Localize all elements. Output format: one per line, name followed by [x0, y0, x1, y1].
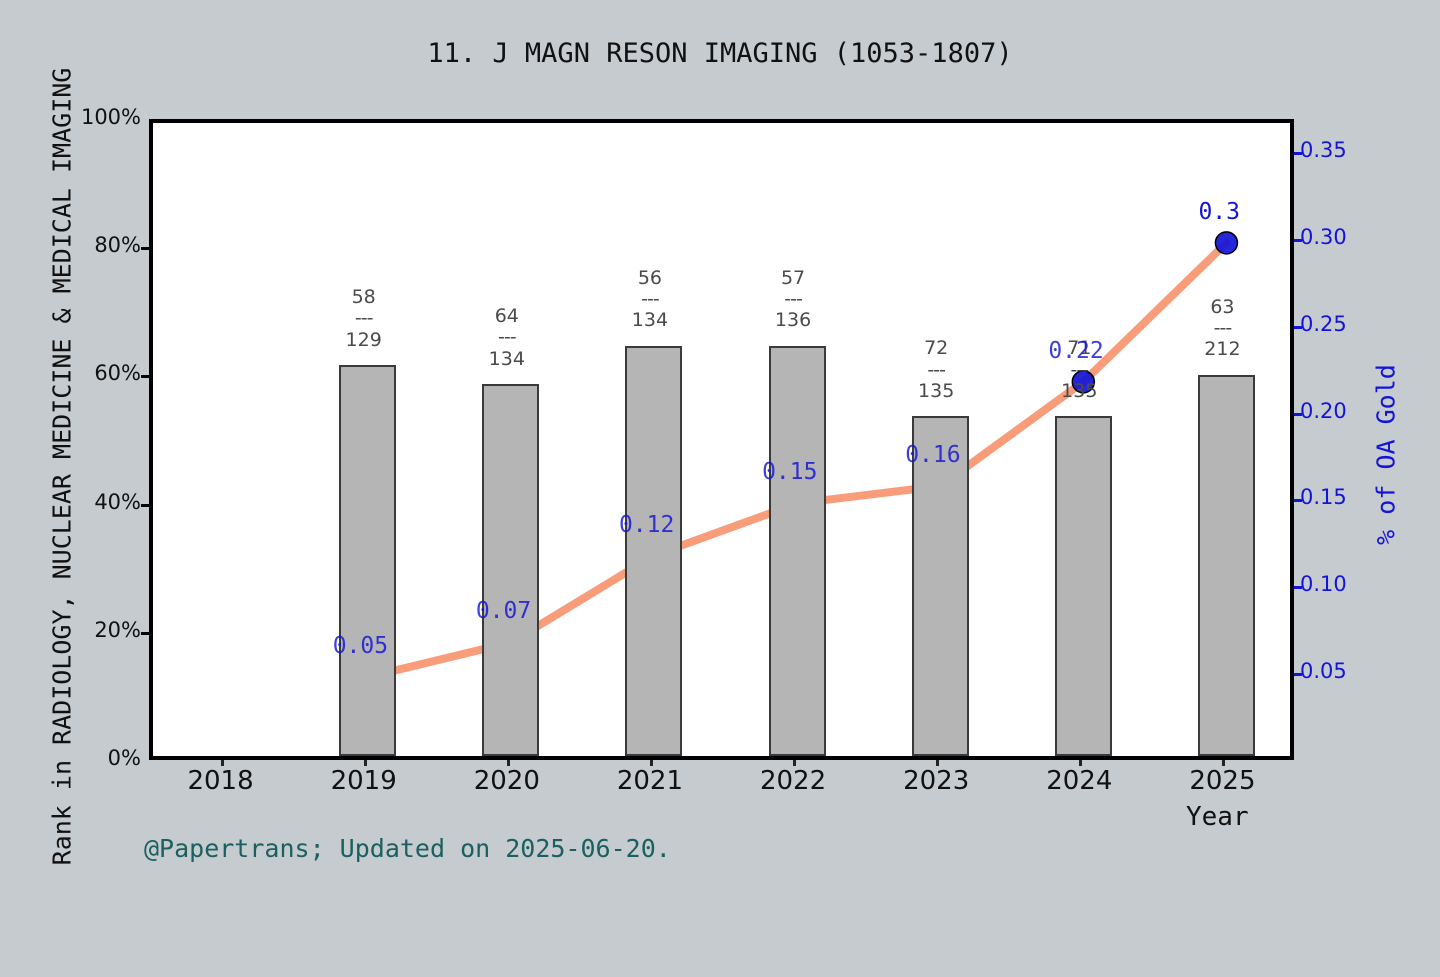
x-tickmark: [363, 757, 367, 766]
bar-rank-2022: 57: [780, 266, 806, 289]
y-left-tick-40%: 40%: [94, 489, 141, 514]
bar-divider-2019: ---: [354, 307, 374, 330]
x-tickmark: [1222, 757, 1226, 766]
y-axis-left-label: Rank in RADIOLOGY, NUCLEAR MEDICINE & ME…: [47, 67, 77, 866]
y-right-tick-0.05: 0.05: [1300, 659, 1347, 684]
oa-gold-label-2024: 0.22: [1048, 337, 1104, 364]
bar-divider-2024: ---: [1070, 358, 1090, 381]
oa-gold-label-2022: 0.15: [762, 459, 818, 486]
bar-label-2024: 71 --- 135: [1034, 337, 1124, 402]
bar-rank-2023: 72: [924, 337, 949, 360]
oa-gold-label-2023: 0.16: [905, 442, 961, 469]
bar-rank-2021: 56: [637, 266, 663, 289]
bar-total-2023: 135: [918, 379, 955, 402]
bar-divider-2023: ---: [927, 358, 946, 381]
x-tick-2019: 2019: [330, 766, 397, 796]
oa-gold-label-2025: 0.3: [1198, 198, 1240, 225]
plot-area: [149, 119, 1294, 760]
y-left-tick-60%: 60%: [94, 361, 141, 386]
bar-total-2020: 134: [488, 347, 525, 370]
bar-2023: [911, 416, 969, 756]
y-left-tickmark: [141, 375, 151, 379]
plot-inner: [153, 123, 1290, 756]
y-left-tickmark: [141, 247, 151, 251]
bar-label-2021: 56 --- 134: [605, 266, 695, 332]
oa-gold-marker-2024: [1071, 370, 1096, 394]
bar-2021: [625, 345, 683, 756]
bar-label-2020: 64 --- 134: [462, 305, 552, 370]
y-left-tickmark: [141, 631, 151, 635]
bar-total-2025: 212: [1204, 338, 1241, 361]
x-tickmark: [220, 757, 224, 766]
y-left-tick-100%: 100%: [80, 105, 141, 129]
bar-label-2019: 58 --- 129: [319, 285, 409, 351]
oa-gold-label-2019: 0.05: [332, 633, 389, 660]
bar-divider-2025: ---: [1213, 316, 1233, 339]
bar-total-2021: 134: [631, 309, 669, 332]
y-right-tickmark: [1292, 673, 1302, 677]
y-right-tick-0.10: 0.10: [1300, 572, 1347, 597]
chart-title: 11. J MAGN RESON IMAGING (1053-1807): [427, 38, 1013, 69]
y-right-tickmark: [1292, 325, 1302, 329]
x-tick-2024: 2024: [1046, 766, 1113, 796]
bar-total-2019: 129: [345, 328, 382, 351]
bar-2022: [768, 345, 826, 756]
x-tickmark: [506, 757, 510, 766]
x-tickmark: [1079, 757, 1083, 766]
bar-label-2023: 72 --- 135: [891, 337, 981, 402]
x-tick-2021: 2021: [616, 766, 684, 796]
bar-label-2025: 63 --- 212: [1177, 295, 1267, 361]
bar-rank-2020: 64: [494, 305, 519, 328]
y-right-tick-0.15: 0.15: [1300, 485, 1347, 510]
x-tickmark: [649, 757, 653, 766]
bar-2019: [339, 365, 397, 756]
bar-rank-2019: 58: [351, 285, 376, 308]
oa-gold-label-2021: 0.12: [618, 511, 675, 538]
y-right-tickmark: [1292, 152, 1302, 155]
bar-2025: [1197, 374, 1255, 756]
y-right-tick-0.20: 0.20: [1300, 398, 1347, 423]
y-right-tick-0.25: 0.25: [1300, 311, 1347, 336]
x-tick-2025: 2025: [1189, 766, 1256, 796]
y-right-tickmark: [1292, 238, 1302, 242]
bar-divider-2022: ---: [784, 288, 803, 311]
y-left-tick-80%: 80%: [94, 233, 141, 258]
bar-label-2022: 57 --- 136: [748, 266, 838, 332]
oa-gold-marker-2025: [1214, 231, 1239, 255]
y-left-tickmark: [141, 503, 151, 507]
oa-gold-label-2020: 0.07: [475, 598, 532, 625]
y-axis-right-label: % of OA Gold: [1371, 364, 1401, 545]
bar-divider-2020: ---: [498, 326, 517, 349]
bar-total-2024: 135: [1061, 379, 1098, 402]
x-tickmark: [793, 757, 797, 766]
x-tick-2023: 2023: [903, 766, 970, 796]
x-tick-2018: 2018: [187, 766, 254, 796]
x-tick-2020: 2020: [473, 766, 540, 796]
bar-rank-2024: 71: [1067, 337, 1092, 360]
bar-rank-2025: 63: [1210, 295, 1235, 318]
y-left-tick-0%: 0%: [107, 746, 141, 770]
x-tickmark: [936, 757, 940, 766]
y-right-tickmark: [1292, 499, 1302, 503]
bar-total-2022: 136: [774, 309, 812, 332]
bar-2024: [1054, 416, 1112, 756]
x-axis-label: Year: [1186, 802, 1249, 832]
y-right-tick-0.30: 0.30: [1300, 224, 1347, 249]
bar-divider-2021: ---: [641, 288, 660, 311]
x-tick-2022: 2022: [759, 766, 827, 796]
oa-gold-line-series: [355, 231, 1239, 689]
y-right-tickmark: [1292, 586, 1302, 590]
bar-2020: [482, 384, 540, 756]
footer-annotation: @Papertrans; Updated on 2025-06-20.: [144, 834, 671, 863]
y-right-tickmark: [1292, 412, 1302, 416]
y-left-tick-20%: 20%: [94, 617, 141, 642]
y-right-tick-0.35: 0.35: [1300, 138, 1347, 162]
